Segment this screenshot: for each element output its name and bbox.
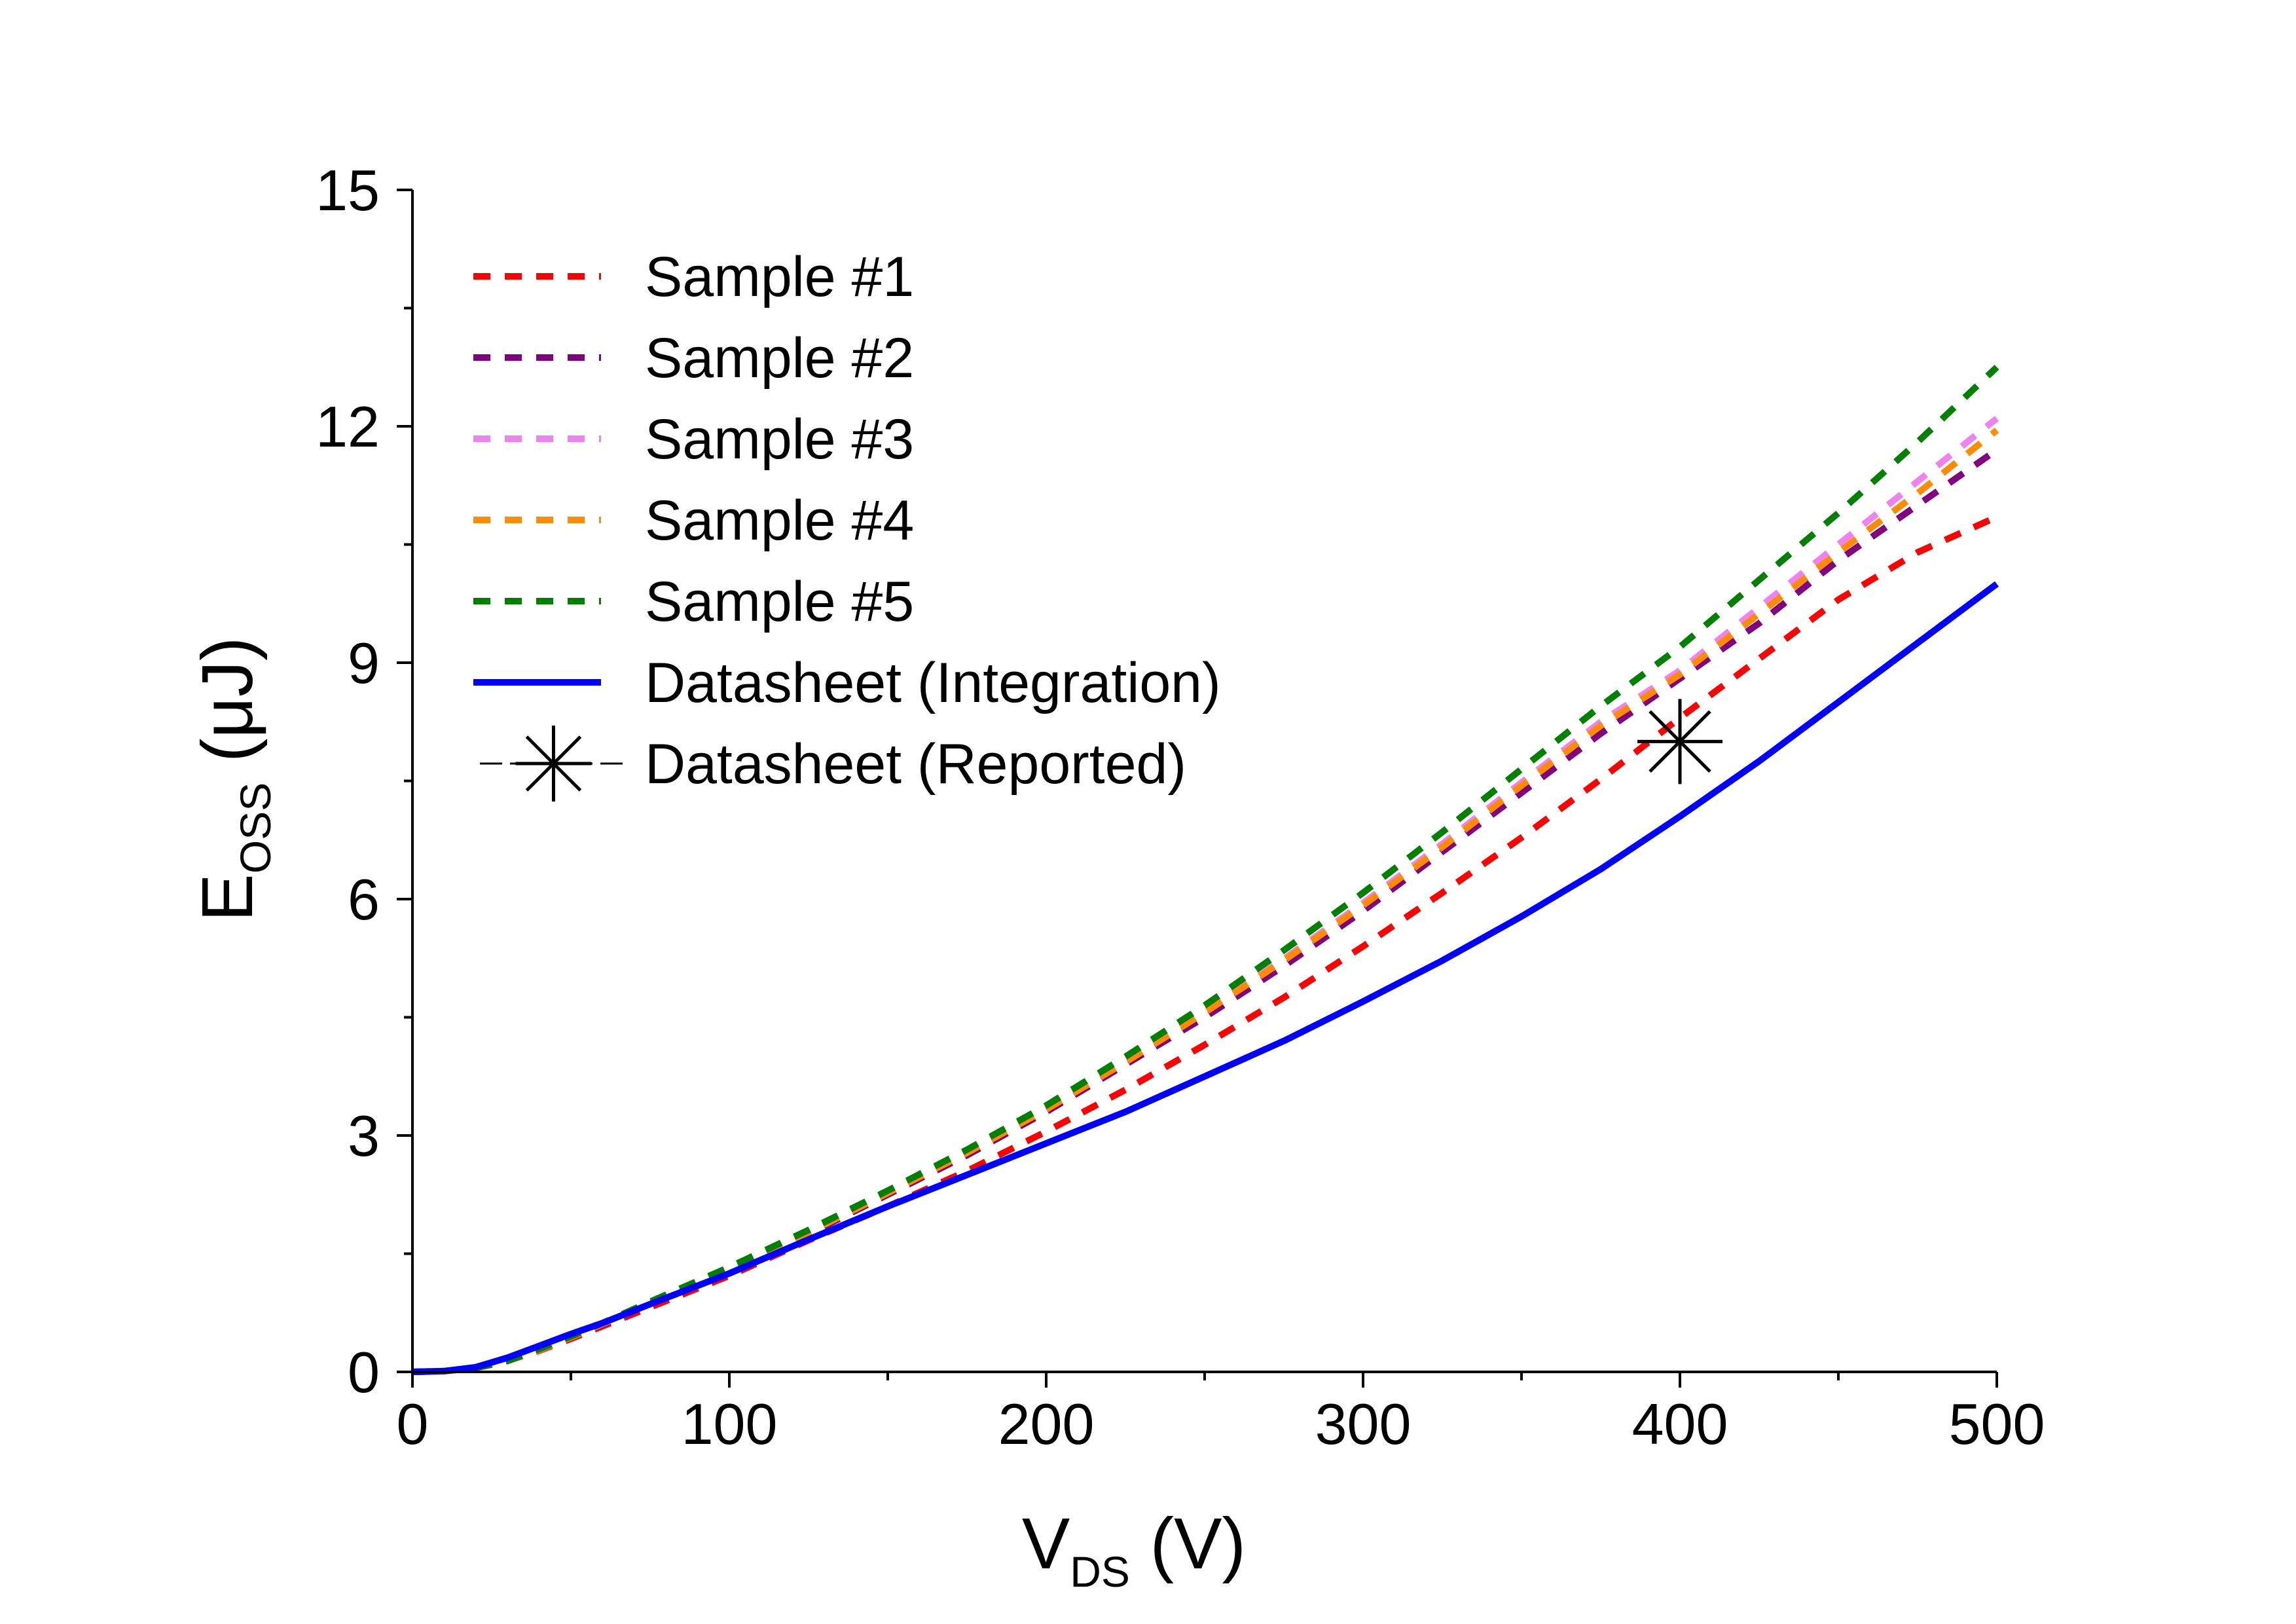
legend-item-datasheet-integration: Datasheet (Integration) [473,652,1221,714]
legend-item-sample-1: Sample #1 [473,246,914,308]
legend-label: Sample #3 [645,408,914,471]
legend-item-sample-5: Sample #5 [473,570,914,633]
x-tick-label: 400 [1632,1392,1728,1456]
legend-label: Datasheet (Integration) [645,652,1221,714]
legend-item-sample-4: Sample #4 [473,489,914,552]
ticks: 0 100 200 300 400 500 0 3 6 9 12 15 [316,158,2045,1456]
plot-lines [412,365,1999,1375]
legend-item-sample-2: Sample #2 [473,327,914,390]
x-axis-title-subscript: DS [1070,1547,1130,1596]
y-tick-label: 9 [348,631,380,695]
series-datasheet-integration-line [412,581,1999,1375]
y-tick-label: 12 [316,394,380,459]
x-tick-label: 100 [682,1392,778,1456]
legend-label: Sample #4 [645,489,914,552]
y-tick-label: 6 [348,867,380,932]
y-tick-label: 3 [348,1103,380,1168]
x-axis-title-main: V [1022,1504,1070,1584]
x-tick-label: 500 [1949,1392,2045,1456]
legend-label: Sample #1 [645,246,914,308]
y-axis-title-unit: (μJ) [187,637,268,783]
y-axis-title-subscript: OSS [231,783,280,874]
x-tick-label: 300 [1315,1392,1412,1456]
legend-label: Datasheet (Reported) [645,733,1186,796]
x-axis-title: VDS (V) [1022,1504,1246,1596]
legend-item-sample-3: Sample #3 [473,408,914,471]
legend-marker [515,726,592,802]
x-tick-label: 200 [998,1392,1095,1456]
legend: Sample #1 Sample #2 Sample #3 Sample #4 Samp… [473,246,1221,802]
y-tick-label: 0 [348,1340,380,1405]
legend-item-datasheet-reported: Datasheet (Reported) [480,726,1186,802]
legend-label: Sample #5 [645,570,914,633]
series-datasheet-reported-marker [1637,699,1722,784]
legend-label: Sample #2 [645,327,914,390]
y-axis-title-main: E [187,874,268,921]
y-tick-label: 15 [316,158,380,223]
x-axis-title-unit: (V) [1130,1504,1246,1584]
y-axis-title: EOSS (μJ) [187,637,280,922]
x-tick-label: 0 [397,1392,429,1456]
